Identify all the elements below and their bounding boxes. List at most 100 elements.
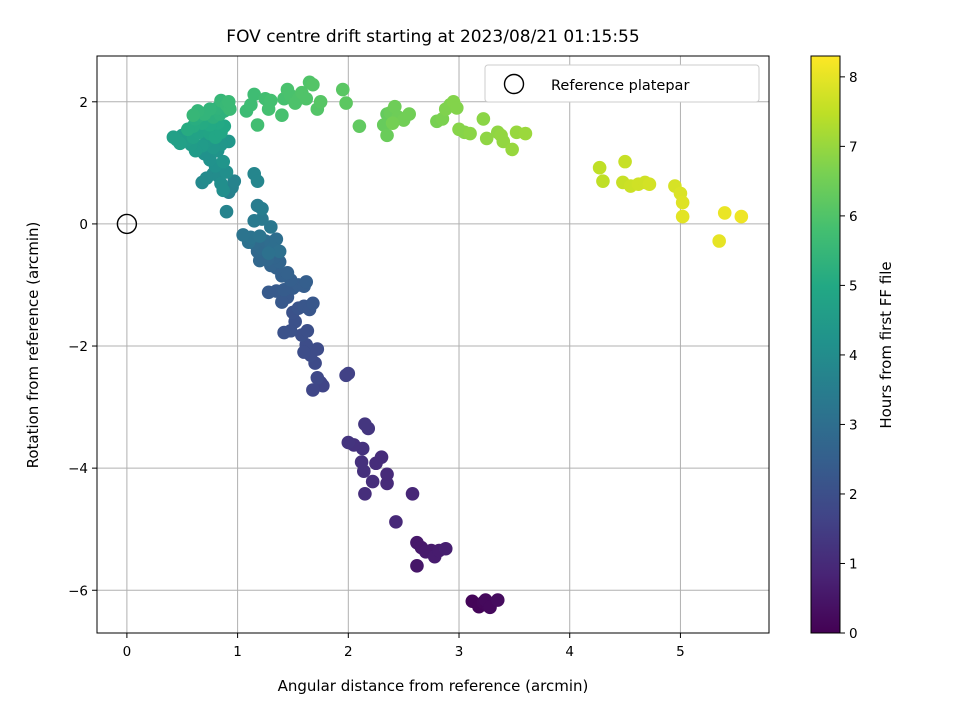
data-point <box>496 134 511 149</box>
plot-frame <box>96 55 770 634</box>
data-point <box>335 82 350 97</box>
colorbar-tick-label: 1 <box>849 556 858 572</box>
legend-marker <box>503 73 525 95</box>
data-point <box>476 112 491 126</box>
data-point <box>438 541 453 556</box>
data-point <box>592 160 607 175</box>
data-point <box>410 559 424 573</box>
data-point <box>299 275 314 289</box>
data-point <box>180 122 195 137</box>
data-point <box>275 295 289 309</box>
data-point <box>275 108 289 123</box>
data-point <box>277 325 291 340</box>
legend-box <box>484 64 760 103</box>
colorbar-tick-label: 8 <box>849 70 858 86</box>
data-point <box>261 246 276 261</box>
data-point <box>402 107 416 121</box>
data-point <box>280 265 295 280</box>
y-tick-label: −2 <box>68 339 88 355</box>
data-point <box>306 383 320 397</box>
data-point <box>369 456 383 471</box>
x-tick-label: 1 <box>233 644 242 660</box>
x-tick-label: 0 <box>123 644 132 660</box>
y-tick-label: −4 <box>68 461 88 477</box>
data-point <box>596 174 610 188</box>
x-tick-label: 5 <box>676 644 685 660</box>
data-point <box>463 126 477 141</box>
data-point <box>227 174 242 188</box>
data-point <box>250 174 265 188</box>
data-point <box>300 323 315 338</box>
data-point <box>354 455 369 469</box>
colorbar-tick-label: 5 <box>849 278 858 294</box>
data-point <box>216 154 231 169</box>
y-tick-label: 0 <box>79 217 88 233</box>
colorbar-tick-label: 4 <box>849 348 858 364</box>
data-point <box>385 116 400 130</box>
colorbar-tick-label: 3 <box>849 417 858 433</box>
data-point <box>261 285 276 300</box>
data-point <box>675 195 690 210</box>
colorbar-gradient <box>810 55 841 634</box>
data-point <box>173 136 187 151</box>
data-point <box>216 183 231 198</box>
colorbar-ticks: 0 1 2 3 4 5 6 7 8 <box>840 70 858 642</box>
grid <box>97 56 769 633</box>
data-point <box>352 119 367 134</box>
x-tick-label: 3 <box>455 644 464 660</box>
x-tick-label: 4 <box>565 644 574 660</box>
data-point <box>310 370 325 385</box>
data-point <box>339 96 353 110</box>
chart-title: FOV centre drift starting at 2023/08/21 … <box>226 27 639 47</box>
x-axis-label: Angular distance from reference (arcmin) <box>278 677 589 695</box>
x-tick-label: 2 <box>344 644 353 660</box>
legend: Reference platepar <box>484 64 760 103</box>
data-point <box>358 486 372 501</box>
data-point <box>450 101 464 115</box>
colorbar-label: Hours from first FF file <box>877 261 895 428</box>
data-point <box>341 435 356 450</box>
data-point <box>642 177 657 192</box>
data-point <box>712 234 726 248</box>
data-point <box>341 366 356 381</box>
data-point <box>247 87 262 102</box>
y-axis-label: Rotation from reference (arcmin) <box>24 222 42 469</box>
data-point <box>380 128 394 143</box>
data-point <box>389 515 403 529</box>
data-point <box>518 126 533 141</box>
data-point <box>365 474 380 489</box>
data-point <box>717 206 732 220</box>
colorbar: 0 1 2 3 4 5 6 7 8 Hours from first FF file <box>810 55 895 642</box>
data-point <box>219 165 234 179</box>
legend-label: Reference platepar <box>551 78 689 94</box>
data-point <box>306 77 320 92</box>
data-point <box>255 201 269 216</box>
data-point <box>297 345 311 359</box>
data-point <box>358 417 372 431</box>
data-point <box>264 220 278 234</box>
data-point <box>479 131 494 146</box>
data-point <box>272 244 287 259</box>
data-point <box>734 209 749 224</box>
data-point <box>252 229 267 243</box>
colorbar-tick-label: 6 <box>849 209 858 225</box>
data-point <box>388 99 402 114</box>
data-point <box>306 296 320 311</box>
data-point <box>380 467 394 482</box>
y-axis-ticks: −6 −4 −2 0 2 <box>68 95 97 599</box>
data-point <box>219 204 234 219</box>
data-point <box>675 209 690 224</box>
data-point <box>405 486 420 501</box>
data-point <box>236 228 250 242</box>
data-point <box>310 342 325 356</box>
data-point <box>221 94 236 109</box>
data-point <box>244 98 258 112</box>
reference-marker <box>116 213 138 235</box>
data-point <box>247 214 262 228</box>
data-point <box>505 142 519 157</box>
data-point <box>250 118 265 132</box>
data-point <box>261 102 276 116</box>
data-points <box>166 75 749 615</box>
data-point <box>490 593 505 607</box>
